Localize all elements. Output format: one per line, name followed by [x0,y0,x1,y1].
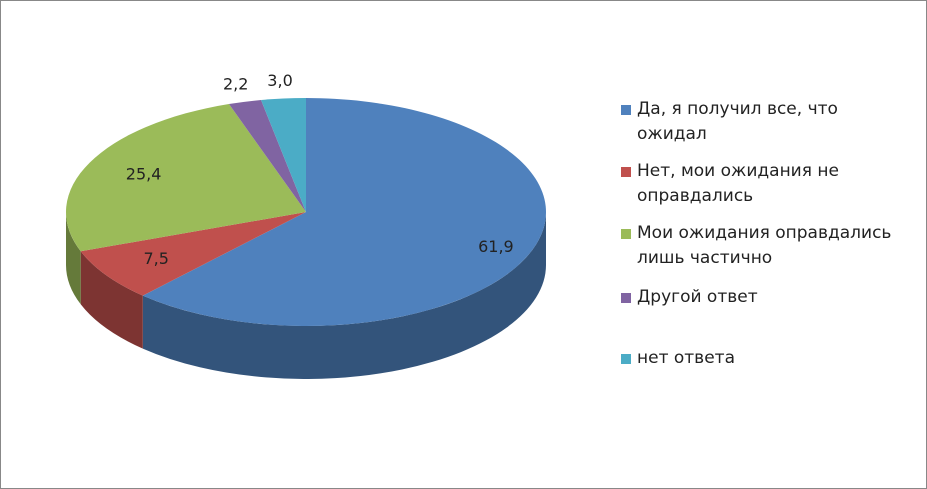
slice-side [66,212,81,305]
legend-swatch [621,229,631,239]
legend-swatch [621,293,631,303]
legend-item: нет ответа [621,346,911,371]
data-label: 3,0 [267,71,292,90]
data-label: 7,5 [143,249,168,268]
legend-item: Мои ожидания оправдались лишь частично [621,221,911,271]
legend-swatch [621,167,631,177]
legend-label: Мои ожидания оправдались лишь частично [637,223,892,268]
legend-label: нет ответа [637,348,735,368]
legend-item: Другой ответ [621,285,911,310]
slice [65,104,306,252]
slice [142,98,546,327]
legend-item: Да, я получил все, что ожидал [621,97,911,147]
slice [228,100,306,212]
slice [261,98,306,212]
data-label: 25,4 [126,165,162,184]
slice-side [142,212,546,379]
legend-label: Да, я получил все, что ожидал [637,99,838,144]
slice [80,212,306,296]
data-label: 61,9 [478,237,514,256]
slice-side [80,251,143,349]
legend-item: Нет, мои ожидания не оправдались [621,159,911,209]
data-label: 2,2 [223,75,248,94]
legend-swatch [621,354,631,364]
legend-label: Нет, мои ожидания не оправдались [637,161,839,206]
legend-label: Другой ответ [637,287,758,307]
legend-swatch [621,105,631,115]
